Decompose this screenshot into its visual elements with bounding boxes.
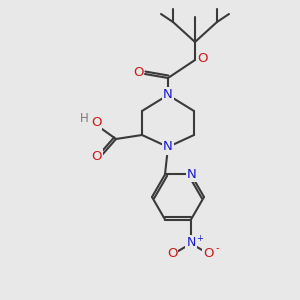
Text: O: O — [133, 65, 143, 79]
Text: O: O — [203, 247, 213, 260]
Text: O: O — [91, 116, 101, 128]
Text: O: O — [198, 52, 208, 65]
Text: N: N — [187, 168, 197, 181]
Text: N: N — [163, 88, 173, 101]
Text: +: + — [196, 234, 203, 243]
Text: O: O — [167, 247, 177, 260]
Text: N: N — [163, 140, 173, 154]
Text: N: N — [186, 236, 196, 249]
Text: O: O — [92, 151, 102, 164]
Text: H: H — [80, 112, 88, 125]
Text: -: - — [216, 244, 220, 254]
